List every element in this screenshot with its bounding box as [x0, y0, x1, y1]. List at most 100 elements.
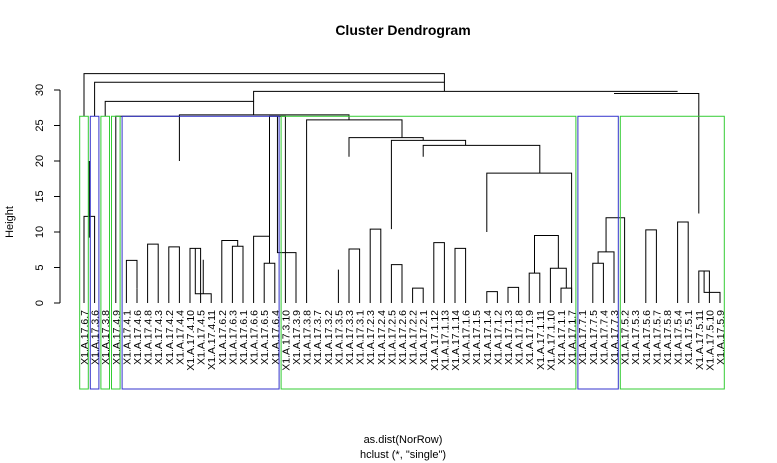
cluster-box [100, 115, 111, 390]
method-sublabel: hclust (*, "single") [360, 449, 446, 461]
dendrogram-branch [549, 267, 567, 303]
leaf-label: X1.A.17.4.4 [174, 310, 186, 365]
leaf-label: X1.A.17.3.3 [344, 310, 356, 365]
leaf-label: X1.A.17.4.8 [143, 310, 155, 365]
leaf-label: X1.A.17.1.9 [524, 310, 536, 365]
leaf-label: X1.A.17.1.5 [471, 310, 483, 365]
leaf-label: X1.A.17.1.14 [450, 310, 462, 371]
leaf-label: X1.A.17.3.8 [302, 310, 314, 365]
leaf-label: X1.A.17.1.3 [503, 310, 515, 365]
cluster-box [280, 115, 577, 390]
dendrogram-branch [433, 242, 445, 303]
leaf-label: X1.A.17.7.4 [598, 310, 610, 365]
dendrogram-branch [104, 100, 255, 117]
cluster-box [619, 115, 725, 390]
dendrogram-branch [83, 73, 445, 117]
cluster-box [89, 115, 100, 390]
leaf-label: X1.A.17.5.11 [694, 310, 706, 370]
leaf-label: X1.A.17.5.6 [641, 310, 653, 365]
leaf-label: X1.A.17.7.1 [577, 310, 589, 365]
dendrogram-branch [147, 243, 159, 303]
dendrogram-branch [390, 264, 403, 303]
leaf-label: X1.A.17.3.9 [291, 310, 303, 365]
y-tick-label: 5 [34, 264, 46, 270]
leaf-label: X1.A.17.1.10 [545, 310, 557, 371]
dendrogram-branch [528, 272, 541, 303]
y-tick-label: 10 [34, 226, 46, 238]
leaf-label: X1.A.17.4.6 [132, 310, 144, 365]
leaf-label: X1.A.17.1.4 [482, 310, 494, 365]
cluster-box [111, 115, 121, 390]
dendrogram-branch [263, 262, 276, 303]
dendrogram-branch [231, 245, 244, 303]
dendrogram-branch [454, 247, 467, 303]
dendrogram-branch [348, 248, 361, 303]
leaf-label: X1.A.17.5.7 [651, 310, 663, 365]
leaf-label: X1.A.17.5.10 [704, 310, 716, 371]
leaf-label: X1.A.17.6.6 [249, 310, 261, 365]
leaf-label: X1.A.17.1.12 [429, 310, 441, 371]
y-tick-label: 15 [34, 190, 46, 202]
leaf-label: X1.A.17.1.2 [492, 310, 504, 365]
dendrogram-branch [253, 235, 270, 303]
leaf-label: X1.A.17.5.3 [630, 310, 642, 365]
leaf-label: X1.A.17.1.8 [514, 310, 526, 365]
leaf-label: X1.A.17.4.2 [164, 310, 176, 365]
y-axis: 0 5 10 15 20 25 30 [34, 84, 61, 306]
leaf-label: X1.A.17.2.1 [418, 310, 430, 365]
leaf-label: X1.A.17.4.3 [153, 310, 165, 365]
y-tick-label: 30 [34, 84, 46, 96]
dendrogram-branch [306, 119, 403, 303]
leaf-label: X1.A.17.6.2 [217, 310, 229, 365]
dendrogram-branch [560, 287, 573, 303]
leaf-label: X1.A.17.1.13 [439, 310, 451, 371]
leaf-label: X1.A.17.2.2 [408, 310, 420, 365]
dendrogram-branch [645, 229, 657, 303]
leaf-label: X1.A.17.5.1 [683, 310, 695, 365]
leaf-label: X1.A.17.4.1 [121, 310, 133, 365]
dendrogram-branch [486, 291, 498, 303]
dendrogram-branch [94, 81, 445, 117]
leaf-label: X1.A.17.1.1 [556, 310, 568, 365]
leaf-label: X1.A.17.3.10 [280, 310, 292, 371]
dendrogram-branch [125, 259, 138, 303]
dendrogram-branch [605, 217, 626, 303]
leaf-label: X1.A.17.6.5 [259, 310, 271, 365]
leaf-label: X1.A.17.3.7 [312, 310, 324, 365]
leaf-label: X1.A.17.5.8 [662, 310, 674, 365]
leaf-label: X1.A.17.2.6 [397, 310, 409, 365]
leaf-label: X1.A.17.6.1 [238, 310, 250, 365]
y-axis-label: Height [4, 206, 16, 238]
cluster-box [79, 115, 89, 390]
dendrogram-branch [597, 251, 615, 303]
cluster-box [121, 115, 280, 390]
leaf-label: X1.A.17.3.2 [323, 310, 335, 365]
leaf-label: X1.A.17.1.11 [535, 310, 547, 370]
chart-title: Cluster Dendrogram [335, 22, 470, 38]
leaf-label: X1.A.17.6.3 [227, 310, 239, 365]
leaf-label: X1.A.17.3.1 [355, 310, 367, 365]
leaf-label: X1.A.17.4.10 [185, 310, 197, 371]
cluster-boxes [79, 115, 725, 390]
dendrogram-branch [412, 287, 424, 303]
leaf-label: X1.A.17.5.4 [673, 310, 685, 365]
dendrogram-branch [348, 137, 424, 157]
x-axis-label: as.dist(NorRow) [364, 434, 443, 446]
dendrogram-branches [83, 73, 721, 303]
dendrogram-branch [276, 116, 297, 303]
y-tick-label: 25 [34, 119, 46, 131]
leaf-label: X1.A.17.7.5 [588, 310, 600, 365]
leaf-label: X1.A.17.2.5 [386, 310, 398, 365]
leaf-labels: X1.A.17.6.7X1.A.17.3.6X1.A.17.3.8X1.A.17… [79, 310, 727, 371]
dendrogram-branch [677, 221, 689, 303]
leaf-label: X1.A.17.5.9 [715, 310, 727, 365]
dendrogram-branch [507, 286, 520, 303]
leaf-label: X1.A.17.2.4 [376, 310, 388, 365]
dendrogram-branch [592, 262, 604, 303]
cluster-box [577, 115, 619, 390]
leaf-label: X1.A.17.5.2 [620, 310, 632, 365]
dendrogram-branch [703, 271, 721, 303]
y-tick-label: 20 [34, 155, 46, 167]
dendrogram-branch [178, 114, 350, 161]
